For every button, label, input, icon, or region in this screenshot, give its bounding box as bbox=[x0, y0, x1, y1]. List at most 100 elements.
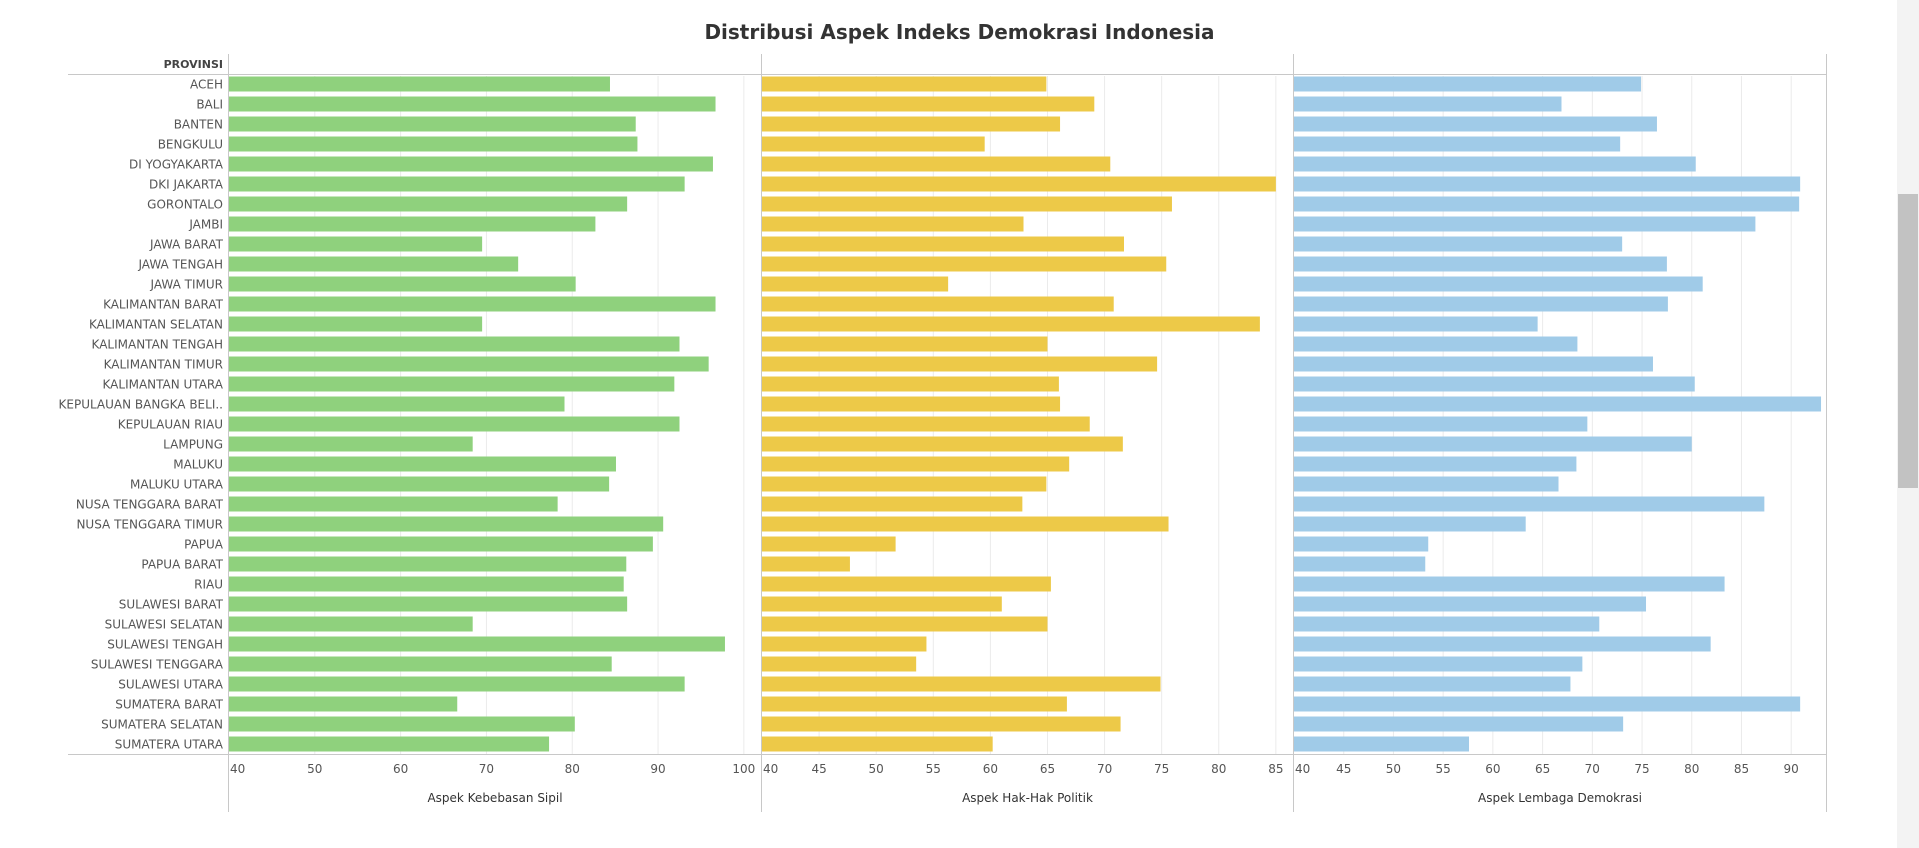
bar bbox=[762, 296, 1114, 312]
bar bbox=[1294, 156, 1696, 172]
category-label: KALIMANTAN BARAT bbox=[103, 298, 224, 312]
tick-label: 65 bbox=[1535, 762, 1550, 776]
bar bbox=[229, 356, 709, 372]
axis-title: Aspek Kebebasan Sipil bbox=[427, 791, 562, 805]
category-label: SUMATERA BARAT bbox=[115, 698, 223, 712]
category-label: KALIMANTAN TIMUR bbox=[104, 358, 223, 372]
category-label: RIAU bbox=[194, 578, 223, 592]
bar bbox=[1294, 176, 1801, 192]
bar bbox=[1294, 516, 1526, 532]
bar bbox=[229, 536, 653, 552]
tick-label: 55 bbox=[1436, 762, 1451, 776]
tick-label: 55 bbox=[926, 762, 941, 776]
bar bbox=[229, 596, 628, 612]
bar bbox=[762, 536, 896, 552]
bar bbox=[762, 136, 985, 152]
category-label: JAWA TENGAH bbox=[137, 258, 223, 272]
category-label: NUSA TENGGARA BARAT bbox=[76, 498, 224, 512]
bar bbox=[1294, 616, 1600, 632]
axis-title: Aspek Lembaga Demokrasi bbox=[1478, 791, 1642, 805]
bar bbox=[762, 636, 927, 652]
bar bbox=[1294, 76, 1642, 92]
category-label: BANTEN bbox=[174, 118, 223, 132]
tick-label: 40 bbox=[1295, 762, 1310, 776]
bar bbox=[1294, 236, 1623, 252]
bar bbox=[1294, 196, 1800, 212]
bar bbox=[229, 676, 685, 692]
category-label: SULAWESI BARAT bbox=[119, 598, 224, 612]
category-label: GORONTALO bbox=[147, 198, 223, 212]
category-label: KEPULAUAN BANGKA BELI.. bbox=[59, 398, 224, 412]
bar bbox=[229, 496, 558, 512]
bar bbox=[762, 596, 1002, 612]
axis-title: Aspek Hak-Hak Politik bbox=[962, 791, 1093, 805]
bar bbox=[229, 76, 610, 92]
bar bbox=[762, 96, 1095, 112]
frame-layer bbox=[68, 54, 1827, 812]
bar bbox=[229, 136, 638, 152]
bar bbox=[762, 456, 1070, 472]
bar bbox=[229, 736, 550, 752]
bar bbox=[762, 576, 1051, 592]
row-header: PROVINSI bbox=[164, 58, 223, 71]
tick-label: 85 bbox=[1268, 762, 1283, 776]
bar bbox=[229, 696, 458, 712]
bar bbox=[1294, 496, 1765, 512]
category-label: MALUKU UTARA bbox=[130, 478, 224, 492]
category-label: JAMBI bbox=[188, 218, 223, 232]
tick-label: 60 bbox=[1485, 762, 1500, 776]
category-label: PAPUA BARAT bbox=[141, 558, 223, 572]
bar bbox=[1294, 596, 1647, 612]
category-label: MALUKU bbox=[173, 458, 223, 472]
bar bbox=[1294, 736, 1470, 752]
tick-label: 100 bbox=[732, 762, 755, 776]
bar bbox=[762, 256, 1167, 272]
bar bbox=[762, 436, 1123, 452]
bar bbox=[762, 396, 1061, 412]
tick-label: 45 bbox=[811, 762, 826, 776]
bar-layer bbox=[229, 76, 1822, 752]
bar bbox=[762, 276, 949, 292]
bar bbox=[1294, 456, 1577, 472]
tick-label: 65 bbox=[1040, 762, 1055, 776]
bar bbox=[1294, 276, 1703, 292]
bar bbox=[229, 416, 680, 432]
bar bbox=[1294, 96, 1562, 112]
bar bbox=[229, 716, 575, 732]
tick-label: 90 bbox=[1784, 762, 1799, 776]
bar bbox=[229, 616, 473, 632]
bar bbox=[229, 276, 576, 292]
bar bbox=[762, 176, 1276, 192]
bar bbox=[1294, 136, 1621, 152]
tick-label: 50 bbox=[307, 762, 322, 776]
bar bbox=[229, 436, 473, 452]
bar bbox=[1294, 676, 1571, 692]
bar bbox=[1294, 656, 1583, 672]
tick-label: 70 bbox=[1585, 762, 1600, 776]
bar bbox=[762, 236, 1124, 252]
bar bbox=[762, 496, 1023, 512]
category-label: LAMPUNG bbox=[163, 438, 223, 452]
bar bbox=[762, 376, 1059, 392]
tick-label: 80 bbox=[1211, 762, 1226, 776]
category-label: JAWA TIMUR bbox=[150, 278, 223, 292]
category-label: KALIMANTAN SELATAN bbox=[89, 318, 223, 332]
bar bbox=[229, 216, 596, 232]
category-label: SULAWESI SELATAN bbox=[105, 618, 223, 632]
chart-title: Distribusi Aspek Indeks Demokrasi Indone… bbox=[704, 20, 1215, 44]
bar bbox=[1294, 636, 1711, 652]
category-label: ACEH bbox=[190, 78, 223, 92]
bar bbox=[1294, 356, 1653, 372]
bar bbox=[762, 316, 1260, 332]
tick-label: 40 bbox=[230, 762, 245, 776]
category-label: BENGKULU bbox=[158, 138, 223, 152]
bar bbox=[1294, 336, 1578, 352]
tick-label: 50 bbox=[1386, 762, 1401, 776]
bar bbox=[229, 116, 636, 132]
scrollbar-thumb[interactable] bbox=[1898, 194, 1918, 488]
category-label: SUMATERA UTARA bbox=[115, 738, 224, 752]
bar bbox=[229, 456, 616, 472]
category-label: SUMATERA SELATAN bbox=[101, 718, 223, 732]
